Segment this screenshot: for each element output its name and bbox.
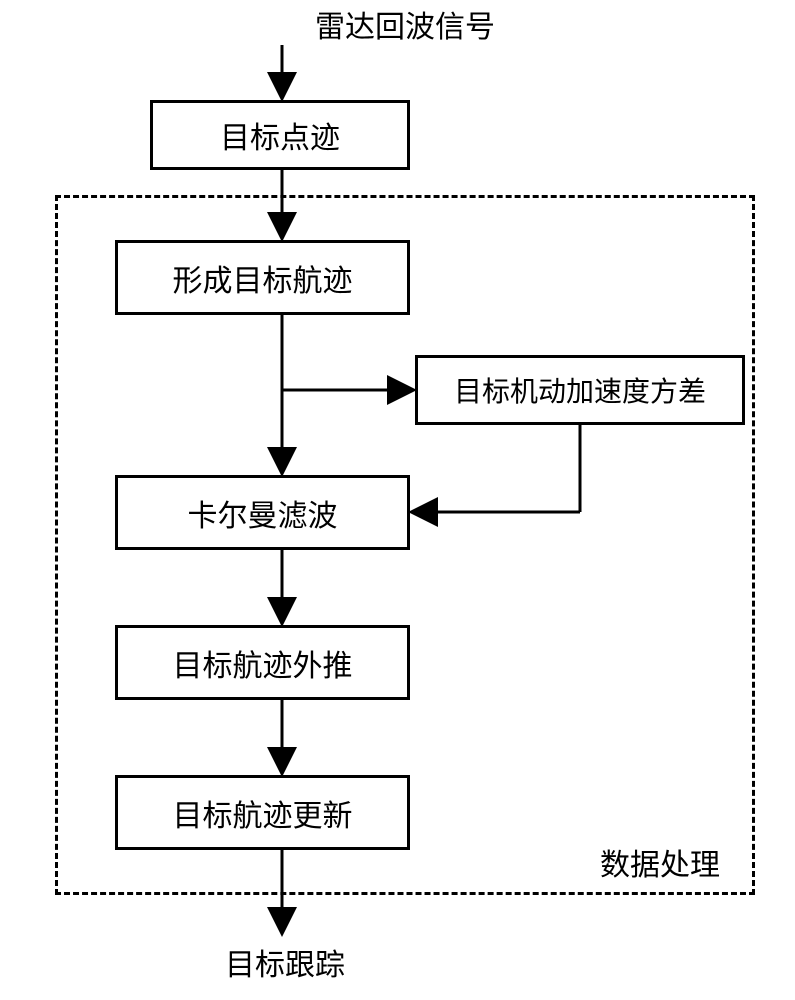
arrow-output bbox=[0, 0, 795, 1000]
flowchart-canvas: 雷达回波信号 目标点迹 形成目标航迹 目标机动加速度方差 卡尔曼滤波 bbox=[0, 0, 795, 1000]
output-label: 目标跟踪 bbox=[225, 940, 345, 984]
